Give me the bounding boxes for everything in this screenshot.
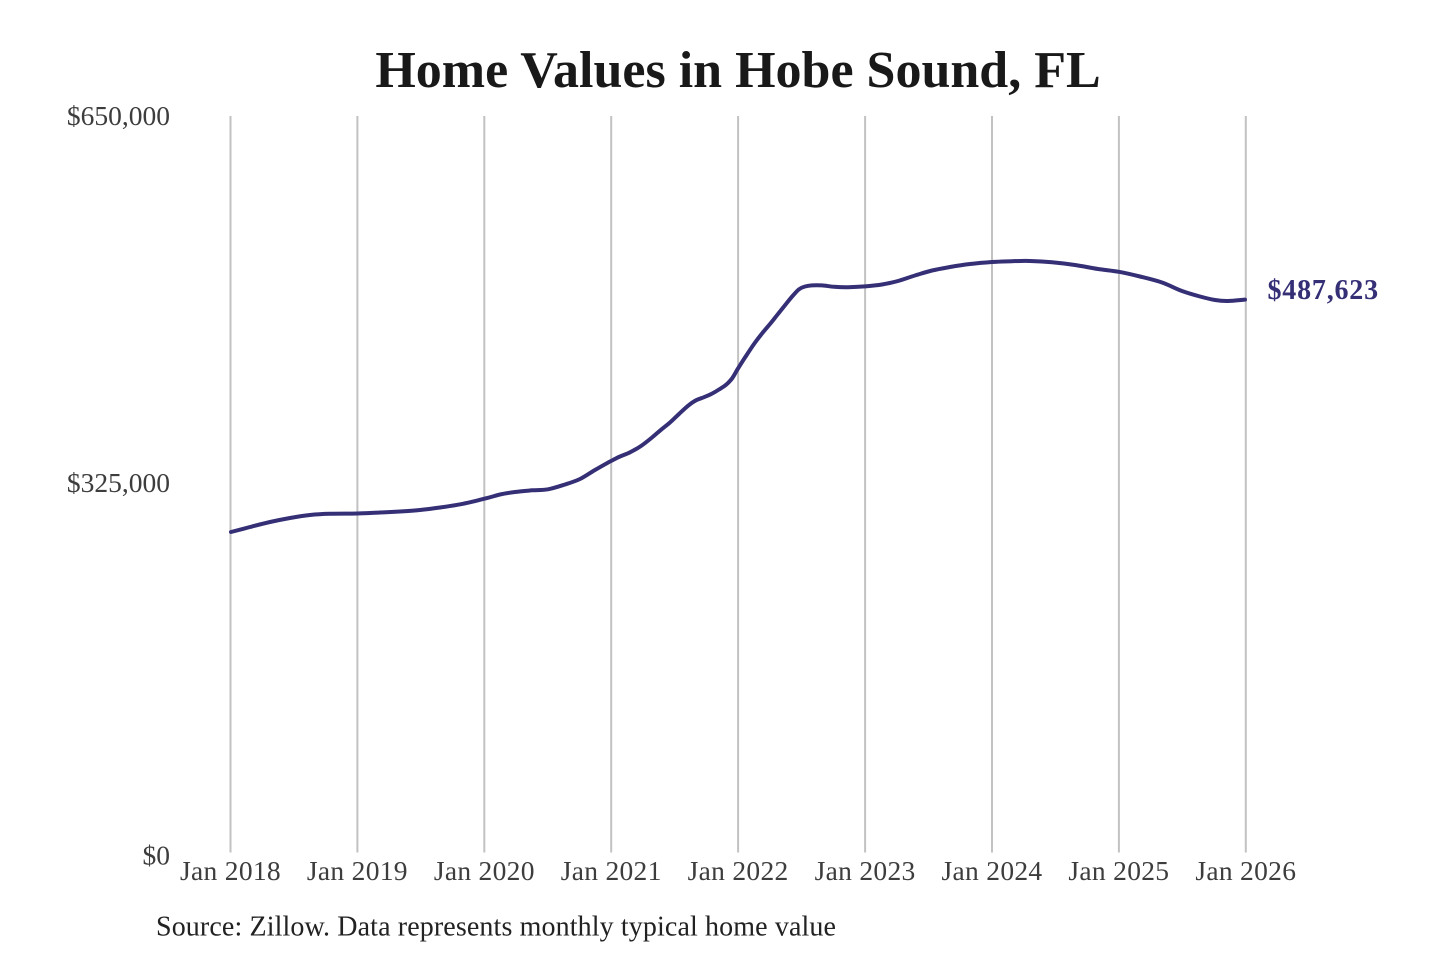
svg-text:Jan 2025: Jan 2025 [1068,855,1169,886]
svg-text:Jan 2023: Jan 2023 [815,855,916,886]
svg-text:Jan 2022: Jan 2022 [688,855,789,886]
svg-text:Jan 2024: Jan 2024 [942,855,1043,886]
svg-text:Jan 2026: Jan 2026 [1195,855,1296,886]
svg-text:$0: $0 [143,840,171,871]
svg-text:Jan 2020: Jan 2020 [434,855,535,886]
svg-text:$487,623: $487,623 [1268,275,1379,306]
svg-text:$650,000: $650,000 [67,100,170,131]
svg-text:Jan 2018: Jan 2018 [180,855,281,886]
svg-text:Jan 2019: Jan 2019 [307,855,408,886]
svg-text:Source: Zillow. Data represent: Source: Zillow. Data represents monthly … [156,912,836,943]
svg-text:Home Values in Hobe Sound, FL: Home Values in Hobe Sound, FL [375,42,1100,99]
svg-text:Jan 2021: Jan 2021 [561,855,662,886]
svg-text:$325,000: $325,000 [67,467,170,498]
